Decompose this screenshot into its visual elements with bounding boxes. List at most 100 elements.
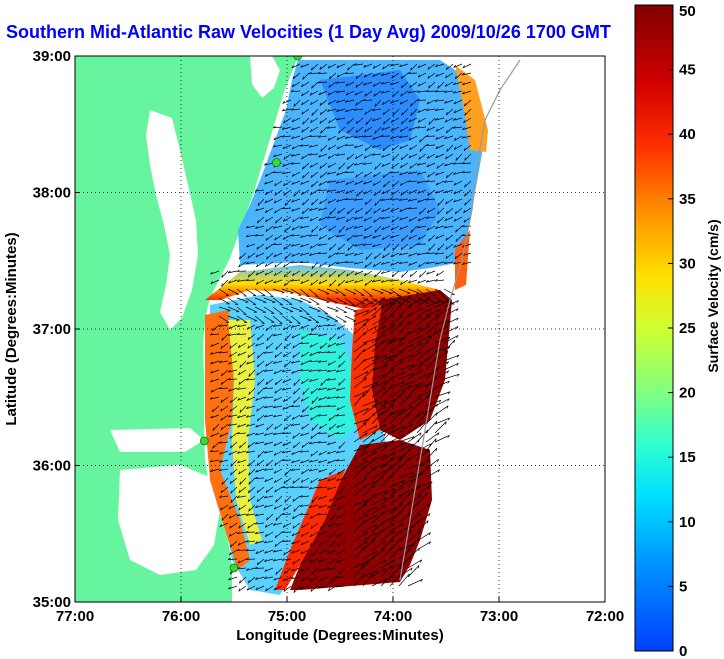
- velocity-vector-head: [363, 74, 367, 78]
- velocity-vector: [380, 368, 394, 380]
- velocity-vector-head: [221, 274, 223, 278]
- velocity-vector-head: [291, 550, 294, 554]
- velocity-vector: [398, 457, 411, 470]
- velocity-vector: [437, 81, 445, 89]
- velocity-vector-head: [338, 571, 340, 575]
- velocity-vector: [409, 162, 418, 169]
- velocity-vector: [353, 390, 369, 398]
- velocity-vector: [282, 522, 292, 528]
- velocity-vector-head: [255, 397, 258, 401]
- velocity-vector-head: [336, 388, 339, 391]
- velocity-vector-head: [291, 335, 294, 339]
- velocity-vector: [327, 63, 337, 69]
- velocity-vector-head: [292, 345, 295, 349]
- velocity-vector-head: [383, 387, 386, 391]
- velocity-vector: [291, 279, 301, 282]
- velocity-vector: [255, 225, 265, 229]
- velocity-vector: [228, 504, 238, 510]
- velocity-vector-head: [255, 272, 258, 276]
- velocity-vector-head: [336, 497, 339, 501]
- velocity-vector-head: [354, 226, 357, 229]
- velocity-vector-head: [300, 542, 303, 546]
- velocity-vector: [347, 126, 355, 134]
- velocity-vector-head: [345, 190, 348, 194]
- velocity-vector-head: [390, 385, 393, 389]
- velocity-vector: [371, 521, 385, 533]
- velocity-vector-head: [248, 481, 250, 485]
- velocity-vector-head: [337, 336, 340, 340]
- velocity-vector: [255, 324, 265, 329]
- velocity-vector: [299, 297, 312, 303]
- velocity-vector-head: [246, 361, 249, 365]
- velocity-vector: [229, 549, 238, 556]
- velocity-vector-head: [274, 192, 277, 196]
- velocity-vector: [362, 458, 376, 470]
- velocity-vector: [255, 207, 265, 212]
- velocity-vector: [381, 225, 391, 231]
- velocity-vector-head: [390, 119, 394, 123]
- velocity-vector: [409, 270, 418, 278]
- velocity-vector-head: [210, 415, 213, 419]
- velocity-vector-head: [310, 435, 313, 439]
- velocity-vector: [328, 558, 337, 565]
- velocity-vector-head: [425, 261, 429, 265]
- velocity-vector-head: [420, 472, 424, 476]
- velocity-vector: [391, 162, 400, 169]
- field-coastal-warm: [205, 310, 250, 570]
- velocity-vector-head: [400, 530, 403, 534]
- velocity-vector-head: [462, 91, 465, 95]
- velocity-vector: [389, 288, 400, 297]
- velocity-vector-head: [257, 220, 259, 224]
- velocity-vector-head: [284, 256, 286, 260]
- velocity-vector-head: [383, 247, 386, 251]
- velocity-vector: [247, 522, 256, 529]
- velocity-vector-head: [462, 82, 465, 86]
- velocity-vector: [389, 442, 405, 452]
- velocity-vector-head: [319, 264, 322, 268]
- velocity-vector-head: [435, 128, 439, 132]
- velocity-vector: [292, 216, 301, 223]
- velocity-vector-head: [301, 156, 304, 160]
- velocity-vector: [309, 351, 319, 357]
- velocity-vector: [427, 171, 436, 178]
- velocity-vector: [264, 405, 274, 409]
- velocity-vector-head: [435, 236, 438, 239]
- velocity-vector-head: [238, 372, 241, 375]
- velocity-vector: [257, 216, 265, 224]
- velocity-vector-head: [263, 468, 267, 471]
- velocity-vector-head: [445, 156, 448, 160]
- velocity-vector-head: [284, 499, 286, 503]
- velocity-vector-head: [228, 326, 231, 330]
- velocity-vector-head: [284, 472, 286, 476]
- velocity-vector: [445, 234, 454, 241]
- velocity-vector-head: [345, 83, 348, 87]
- velocity-vector-head: [363, 349, 366, 353]
- velocity-vector: [443, 354, 460, 362]
- velocity-vector-head: [437, 202, 439, 206]
- velocity-vector: [318, 540, 328, 546]
- velocity-vector: [354, 90, 364, 96]
- velocity-vector-head: [427, 209, 430, 213]
- velocity-vector-head: [427, 349, 429, 353]
- velocity-vector-head: [317, 431, 321, 434]
- velocity-vector: [398, 448, 411, 461]
- velocity-vector: [453, 243, 463, 248]
- velocity-vector: [336, 72, 346, 78]
- velocity-vector-head: [364, 93, 367, 97]
- velocity-vector: [255, 189, 265, 192]
- velocity-vector-head: [366, 407, 369, 411]
- velocity-vector-head: [247, 345, 250, 349]
- velocity-vector: [426, 126, 436, 131]
- velocity-vector-head: [408, 198, 411, 202]
- velocity-vector: [301, 81, 310, 88]
- velocity-vector-head: [309, 505, 312, 508]
- velocity-vector-head: [335, 575, 339, 578]
- velocity-vector: [237, 432, 247, 435]
- velocity-vector: [336, 216, 346, 221]
- velocity-vector: [426, 216, 436, 219]
- velocity-vector-head: [302, 121, 304, 125]
- velocity-vector: [410, 63, 418, 71]
